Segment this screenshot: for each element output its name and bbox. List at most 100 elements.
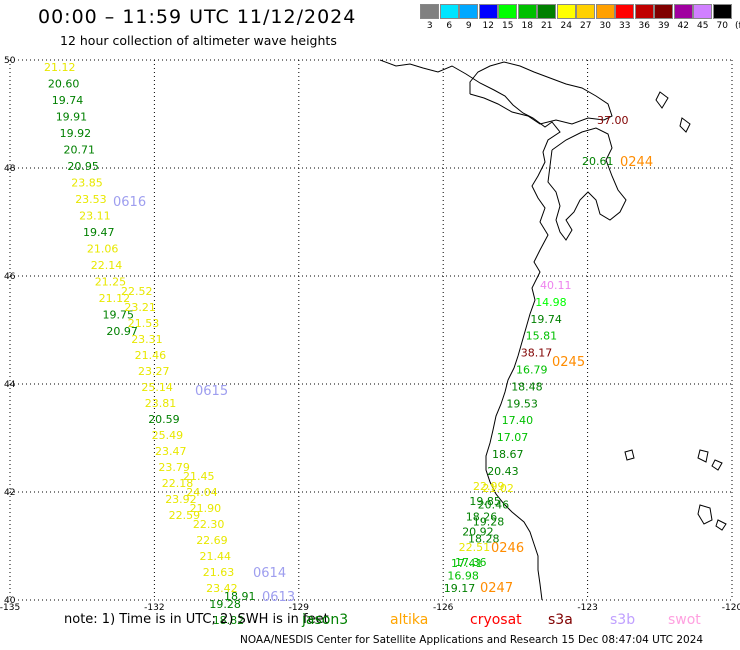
wave-height-value: 20.59 (148, 413, 180, 426)
wave-height-value: 23.85 (71, 177, 103, 190)
wave-height-value: 14.98 (535, 296, 567, 309)
colorbar-label: 30 (599, 21, 611, 31)
wave-height-value: 23.47 (155, 445, 187, 458)
colorbar-cell: 42 (673, 4, 694, 31)
wave-height-value: 18.48 (511, 380, 543, 393)
wave-height-value: 22.18 (162, 477, 194, 490)
wave-height-value: 19.28 (209, 598, 241, 611)
wave-height-value: 19.53 (506, 397, 538, 410)
colorbar-label: 70 (716, 21, 728, 31)
wave-height-value: 21.63 (203, 566, 235, 579)
colorbar-swatch (517, 4, 537, 19)
lat-tick-label: 50 (4, 56, 16, 66)
wave-height-value: 20.46 (478, 499, 510, 512)
lake-1 (624, 449, 635, 461)
wave-height-value: 21.12 (99, 292, 131, 305)
wave-height-value: 21.45 (183, 470, 215, 483)
lat-tick-label: 42 (4, 488, 15, 498)
satellite-legend-s3b: s3b (610, 612, 636, 628)
wave-height-value: 22.14 (91, 259, 123, 272)
colorbar-label: 3 (426, 21, 433, 31)
wave-height-value: 21.90 (190, 502, 222, 515)
footer-note: note: 1) Time is in UTC; 2) SWH is in fe… (64, 612, 329, 627)
colorbar-swatch (439, 4, 459, 19)
colorbar-label: 36 (638, 21, 650, 31)
wave-height-value: 22.30 (193, 518, 225, 531)
colorbar-cell: (ft) (732, 4, 740, 31)
colorbar-swatch (498, 4, 518, 19)
colorbar-unit: (ft) (734, 21, 740, 31)
satellite-legend-altika: altika (390, 612, 429, 628)
colorbar-swatch (478, 4, 498, 19)
wave-height-value: 21.44 (200, 550, 232, 563)
lon-tick-label: -135 (0, 603, 20, 613)
island-1 (697, 449, 709, 463)
colorbar-swatch (634, 4, 654, 19)
colorbar-swatch (459, 4, 479, 19)
page-title: 00:00 – 11:59 UTC 11/12/2024 (38, 6, 357, 28)
colorbar-label: 33 (619, 21, 631, 31)
colorbar-swatch (420, 4, 440, 19)
wave-height-value: 22.59 (169, 509, 201, 522)
wave-height-value: 25.49 (152, 429, 184, 442)
wave-height-value: 22.52 (121, 285, 153, 298)
colorbar-label: 9 (465, 21, 472, 31)
wave-height-value: 19.74 (530, 313, 562, 326)
wave-height-value: 22.99 (473, 480, 505, 493)
wave-height-value: 17.07 (497, 431, 529, 444)
wave-height-value: 16.79 (516, 364, 548, 377)
colorbar-label: 18 (521, 21, 533, 31)
colorbar-label: 45 (697, 21, 709, 31)
lon-tick-label: -120 (722, 603, 740, 613)
colorbar-label: 12 (482, 21, 494, 31)
colorbar-swatch (556, 4, 576, 19)
colorbar-cell: 30 (595, 4, 616, 31)
colorbar-label: 15 (502, 21, 514, 31)
wave-height-value: 23.53 (75, 193, 107, 206)
colorbar-label: 42 (677, 21, 689, 31)
wave-height-value: 18.91 (224, 590, 256, 603)
colorbar-cell: 18 (517, 4, 538, 31)
wave-height-value: 23.42 (206, 582, 238, 595)
wave-height-value: 20.92 (462, 526, 494, 539)
lat-tick-label: 46 (4, 272, 16, 282)
colorbar-label: 6 (446, 21, 453, 31)
colorbar-swatch (693, 4, 713, 19)
satellite-legend-s3a: s3a (548, 612, 573, 628)
pass-id-label: 0614 (253, 566, 286, 581)
colorbar-cell: 15 (498, 4, 518, 31)
satellite-legend-cryosat: cryosat (470, 612, 522, 628)
wave-height-value: 23.21 (124, 301, 155, 314)
colorbar-swatch (595, 4, 615, 19)
wave-height-value: 18.26 (466, 510, 498, 523)
colorbar-cell: 33 (615, 4, 635, 31)
colorbar-cell: 70 (712, 4, 733, 31)
satellite-legend-swot: swot (668, 612, 701, 628)
page-subtitle: 12 hour collection of altimeter wave hei… (60, 33, 337, 48)
wave-height-value: 21.46 (135, 349, 167, 362)
wave-height-value: 40.11 (540, 279, 572, 292)
colorbar-cell: 24 (556, 4, 577, 31)
colorbar-label: 27 (580, 21, 592, 31)
wave-height-value: 20.95 (67, 160, 99, 173)
wave-height-value: 18.28 (468, 533, 500, 546)
lon-tick-label: -123 (577, 603, 597, 613)
wave-height-value: 24.04 (186, 486, 218, 499)
wave-height-value: 21.06 (87, 243, 119, 256)
wave-height-value: 20.61 (582, 155, 614, 168)
pass-id-label: 0613 (262, 590, 295, 605)
colorbar-label: 21 (541, 21, 553, 31)
axis-labels: -135 -132 -129 -126 -123 -120 50 48 46 44 42 40 (0, 56, 740, 613)
wave-height-value: 25.14 (141, 381, 173, 394)
colorbar-cell: 27 (576, 4, 596, 31)
wave-height-value: 20.60 (48, 78, 80, 91)
lake-4 (715, 519, 727, 531)
wave-height-value: 20.43 (487, 465, 519, 478)
colorbar-cell: 12 (478, 4, 499, 31)
wave-height-value: 23.92 (165, 493, 197, 506)
pass-id-label: 0616 (113, 195, 146, 210)
colorbar-cell: 21 (537, 4, 557, 31)
coastline-puget-sound (547, 127, 627, 241)
